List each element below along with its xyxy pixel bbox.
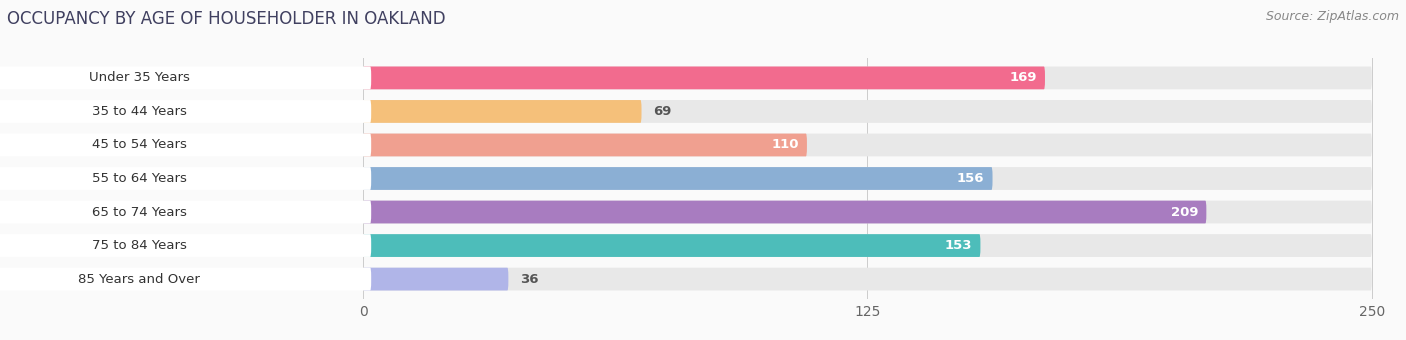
FancyBboxPatch shape — [363, 67, 1372, 89]
FancyBboxPatch shape — [363, 201, 1206, 223]
Text: 69: 69 — [654, 105, 672, 118]
Text: 110: 110 — [772, 138, 799, 152]
FancyBboxPatch shape — [363, 134, 807, 156]
FancyBboxPatch shape — [363, 100, 641, 123]
FancyBboxPatch shape — [363, 268, 509, 290]
FancyBboxPatch shape — [363, 268, 1372, 290]
Text: OCCUPANCY BY AGE OF HOUSEHOLDER IN OAKLAND: OCCUPANCY BY AGE OF HOUSEHOLDER IN OAKLA… — [7, 10, 446, 28]
Text: 85 Years and Over: 85 Years and Over — [79, 273, 200, 286]
FancyBboxPatch shape — [0, 100, 371, 123]
FancyBboxPatch shape — [0, 167, 371, 190]
Text: Source: ZipAtlas.com: Source: ZipAtlas.com — [1265, 10, 1399, 23]
FancyBboxPatch shape — [0, 201, 371, 223]
Text: 75 to 84 Years: 75 to 84 Years — [91, 239, 187, 252]
Text: Under 35 Years: Under 35 Years — [89, 71, 190, 84]
FancyBboxPatch shape — [0, 134, 371, 156]
FancyBboxPatch shape — [0, 234, 371, 257]
FancyBboxPatch shape — [363, 134, 1372, 156]
Text: 45 to 54 Years: 45 to 54 Years — [91, 138, 187, 152]
Text: 209: 209 — [1171, 205, 1198, 219]
Text: 36: 36 — [520, 273, 538, 286]
FancyBboxPatch shape — [363, 100, 1372, 123]
Text: 156: 156 — [957, 172, 984, 185]
Text: 65 to 74 Years: 65 to 74 Years — [91, 205, 187, 219]
FancyBboxPatch shape — [0, 268, 371, 290]
FancyBboxPatch shape — [0, 67, 371, 89]
FancyBboxPatch shape — [363, 167, 1372, 190]
Text: 35 to 44 Years: 35 to 44 Years — [91, 105, 187, 118]
FancyBboxPatch shape — [363, 67, 1045, 89]
Text: 153: 153 — [945, 239, 973, 252]
FancyBboxPatch shape — [363, 201, 1372, 223]
Text: 169: 169 — [1010, 71, 1036, 84]
FancyBboxPatch shape — [363, 234, 980, 257]
Text: 55 to 64 Years: 55 to 64 Years — [91, 172, 187, 185]
FancyBboxPatch shape — [363, 234, 1372, 257]
FancyBboxPatch shape — [363, 167, 993, 190]
